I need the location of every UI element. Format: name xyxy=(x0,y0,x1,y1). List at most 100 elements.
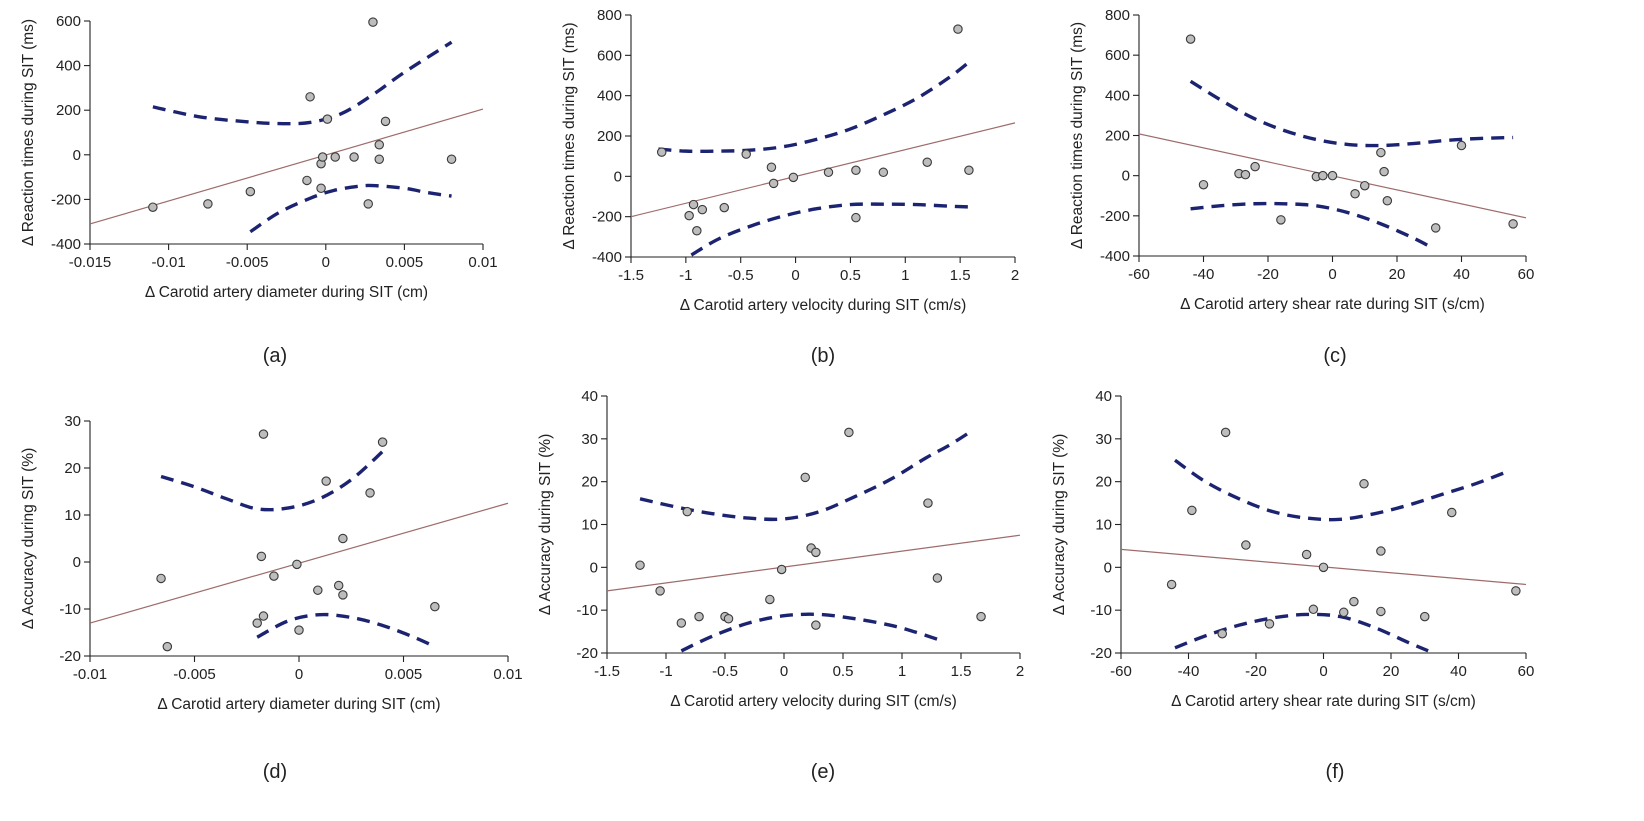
data-point xyxy=(330,152,340,162)
y-tick-label: 200 xyxy=(1105,128,1130,145)
data-point xyxy=(380,116,391,127)
data-point xyxy=(338,590,348,600)
y-tick-label: 10 xyxy=(581,517,598,534)
data-point xyxy=(1318,170,1328,181)
data-point xyxy=(363,199,373,209)
data-point xyxy=(932,573,943,583)
y-tick-label: 400 xyxy=(597,88,622,105)
x-tick-label: -0.005 xyxy=(226,254,269,271)
data-point xyxy=(349,152,359,162)
y-tick-label: -200 xyxy=(592,209,622,226)
data-point xyxy=(694,611,704,622)
data-point xyxy=(800,472,810,483)
data-point xyxy=(964,165,974,176)
x-tick-label: 2 xyxy=(1016,663,1024,680)
panel-label: (a) xyxy=(263,345,287,367)
ci-lower-line xyxy=(249,183,452,234)
data-point xyxy=(851,165,861,176)
data-point xyxy=(635,560,645,570)
data-point xyxy=(374,154,384,165)
data-point xyxy=(365,488,375,498)
data-point xyxy=(1198,179,1209,190)
y-tick-label: 0 xyxy=(73,147,81,164)
x-tick-label: 60 xyxy=(1518,266,1535,283)
x-tick-label: 0 xyxy=(780,663,788,680)
x-tick-label: -40 xyxy=(1178,663,1200,680)
data-point xyxy=(258,429,269,439)
data-point xyxy=(317,152,328,162)
data-point xyxy=(1382,196,1393,206)
data-point xyxy=(844,427,854,438)
x-tick-label: -1 xyxy=(659,663,672,680)
y-axis-title: Δ Reaction times during SIT (ms) xyxy=(1069,22,1086,249)
data-point xyxy=(768,178,779,189)
data-point xyxy=(851,212,861,223)
data-point xyxy=(1318,562,1329,573)
x-tick-label: 2 xyxy=(1011,267,1019,284)
data-point xyxy=(1420,611,1430,622)
data-point xyxy=(316,183,326,194)
x-tick-label: -60 xyxy=(1128,266,1150,283)
x-tick-label: -0.5 xyxy=(712,663,738,680)
x-tick-label: 20 xyxy=(1383,663,1400,680)
data-point xyxy=(811,547,821,558)
data-point xyxy=(1264,619,1275,629)
data-point xyxy=(878,167,889,178)
x-tick-label: 0.5 xyxy=(840,267,861,284)
x-tick-label: 20 xyxy=(1389,266,1406,283)
data-point xyxy=(1376,546,1386,556)
data-point xyxy=(256,551,267,562)
data-point xyxy=(684,210,694,221)
data-point xyxy=(294,625,304,635)
x-tick-label: 0.005 xyxy=(386,254,424,271)
data-point xyxy=(953,24,963,34)
data-point xyxy=(148,202,158,212)
ci-lower-line xyxy=(680,612,938,653)
y-tick-label: 800 xyxy=(597,7,622,24)
data-point xyxy=(1360,180,1370,191)
data-point xyxy=(1359,479,1369,489)
data-point xyxy=(430,601,440,612)
x-tick-label: 0.01 xyxy=(493,666,522,683)
y-axis-title: Δ Accuracy during SIT (%) xyxy=(20,448,37,630)
x-axis-title: Δ Carotid artery diameter during SIT (cm… xyxy=(157,696,440,713)
data-point xyxy=(766,162,777,173)
data-point xyxy=(676,618,687,628)
data-point xyxy=(1250,161,1260,172)
data-point xyxy=(1217,628,1228,639)
panel-label: (c) xyxy=(1323,345,1346,367)
data-point xyxy=(258,611,269,621)
x-tick-label: 0 xyxy=(1328,266,1336,283)
y-tick-label: -400 xyxy=(592,249,622,266)
data-point xyxy=(377,437,388,447)
data-point xyxy=(688,199,699,210)
data-point xyxy=(333,580,344,591)
data-point xyxy=(313,585,323,595)
y-tick-label: 10 xyxy=(1095,517,1112,534)
y-tick-label: 400 xyxy=(56,58,81,75)
data-point xyxy=(723,613,734,624)
x-tick-label: 1.5 xyxy=(951,663,972,680)
ci-lower-line xyxy=(1190,201,1434,250)
data-point xyxy=(1508,219,1518,229)
data-point xyxy=(788,172,799,183)
data-point xyxy=(1166,579,1177,590)
x-tick-label: -0.015 xyxy=(69,254,112,271)
x-axis-title: Δ Carotid artery shear rate during SIT (… xyxy=(1180,296,1485,313)
data-point xyxy=(823,167,834,178)
data-point xyxy=(655,586,665,596)
ci-lower-line xyxy=(690,202,972,257)
data-point xyxy=(697,204,708,215)
y-tick-label: 40 xyxy=(1095,388,1112,405)
y-tick-label: 20 xyxy=(1095,474,1112,491)
panel-label: (e) xyxy=(811,761,835,783)
x-tick-label: 40 xyxy=(1453,266,1470,283)
x-tick-label: -0.005 xyxy=(173,666,216,683)
y-tick-label: -400 xyxy=(51,236,81,253)
